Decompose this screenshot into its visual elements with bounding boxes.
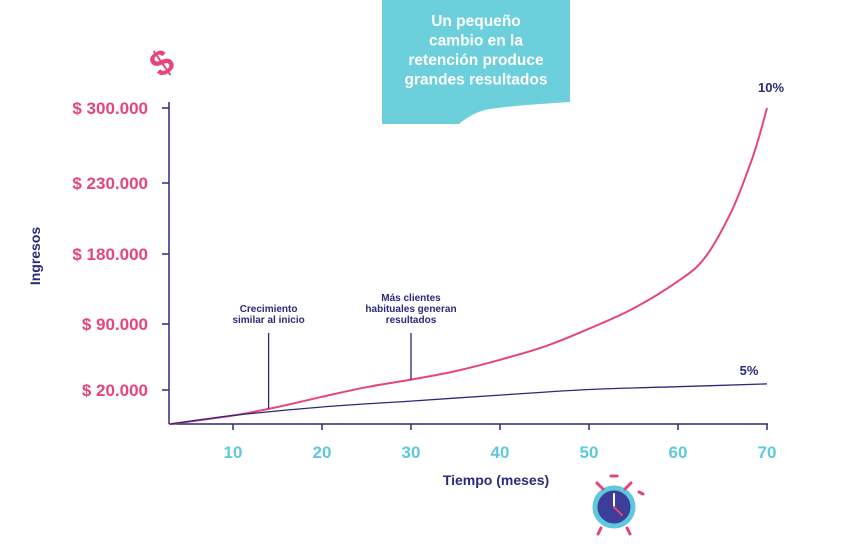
alarm-clock-icon bbox=[592, 474, 645, 536]
title-banner: Un pequeño cambio en la retención produce g… bbox=[382, 0, 570, 124]
series-line-5pct bbox=[170, 383, 768, 425]
annotation-text: Más clientes habituales generan resultados bbox=[365, 293, 456, 326]
y-axis-title: Ingresos bbox=[27, 227, 43, 286]
y-tick-label: $ 20.000 bbox=[82, 381, 148, 400]
x-tick-label: 10 bbox=[224, 443, 243, 462]
x-tick-label: 40 bbox=[491, 443, 510, 462]
dollar-icon: $ bbox=[142, 40, 182, 85]
series-line-10pct bbox=[170, 107, 768, 425]
svg-text:$: $ bbox=[142, 40, 182, 85]
x-tick-label: 70 bbox=[758, 443, 777, 462]
annotation-text: Crecimiento similar al inicio bbox=[232, 304, 304, 326]
y-tick-label: $ 90.000 bbox=[82, 315, 148, 334]
x-tick-label: 50 bbox=[580, 443, 599, 462]
y-tick-label: $ 230.000 bbox=[72, 174, 148, 193]
chart-title: Un pequeño cambio en la retención produce g… bbox=[405, 13, 548, 89]
x-tick-label: 20 bbox=[313, 443, 332, 462]
y-tick-label: $ 300.000 bbox=[72, 99, 148, 118]
y-tick-label: $ 180.000 bbox=[72, 245, 148, 264]
x-axis-title: Tiempo (meses) bbox=[443, 472, 549, 488]
series-label: 10% bbox=[758, 80, 784, 95]
x-tick-label: 30 bbox=[402, 443, 421, 462]
series-label: 5% bbox=[740, 363, 759, 378]
x-tick-label: 60 bbox=[669, 443, 688, 462]
